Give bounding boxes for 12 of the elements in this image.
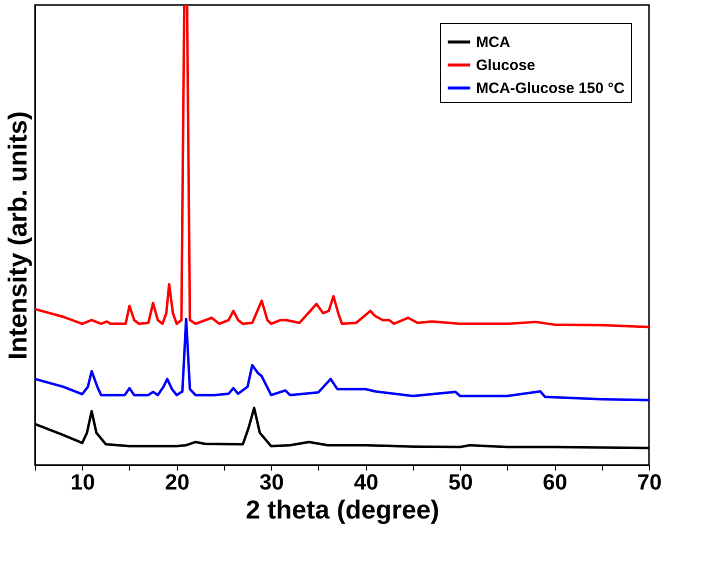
x-tick-label: 20 (164, 470, 190, 494)
x-tick-label: 70 (637, 470, 662, 494)
legend-label: MCA-Glucose 150 °C (476, 80, 625, 97)
legend-label: Glucose (476, 57, 536, 74)
y-axis-title: Intensity (arb. units) (2, 111, 32, 360)
x-tick-label: 50 (448, 470, 473, 494)
legend-label: MCA (476, 34, 510, 51)
x-tick-label: 30 (259, 470, 284, 494)
x-tick-label: 40 (354, 470, 378, 494)
x-axis-title: 2 theta (degree) (246, 494, 440, 524)
x-tick-label: 60 (542, 470, 568, 494)
x-tick-label: 10 (70, 470, 95, 494)
